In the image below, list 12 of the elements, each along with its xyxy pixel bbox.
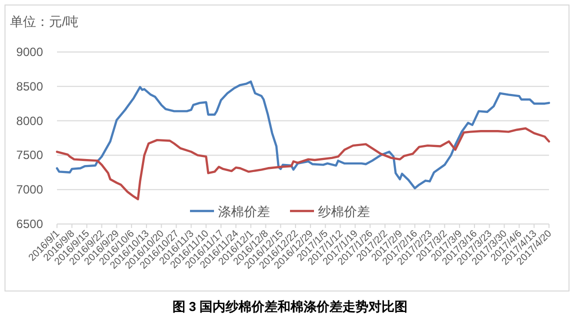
y-axis-title: 单位：元/吨 — [10, 14, 79, 29]
y-tick-label: 7000 — [16, 182, 44, 197]
y-tick-label: 7500 — [16, 148, 44, 162]
legend-label: 纱棉价差 — [318, 204, 370, 219]
line-series — [56, 80, 550, 190]
legend-label: 涤棉价差 — [218, 204, 270, 219]
y-tick-label: 6500 — [16, 217, 44, 231]
y-tick-label: 9000 — [16, 45, 44, 59]
y-tick-label: 8500 — [16, 79, 44, 94]
line-series — [56, 127, 550, 200]
text: 图 3 国内纱棉价差和棉涤价差走势对比图 — [172, 299, 408, 314]
y-tick-label: 8000 — [16, 114, 44, 128]
